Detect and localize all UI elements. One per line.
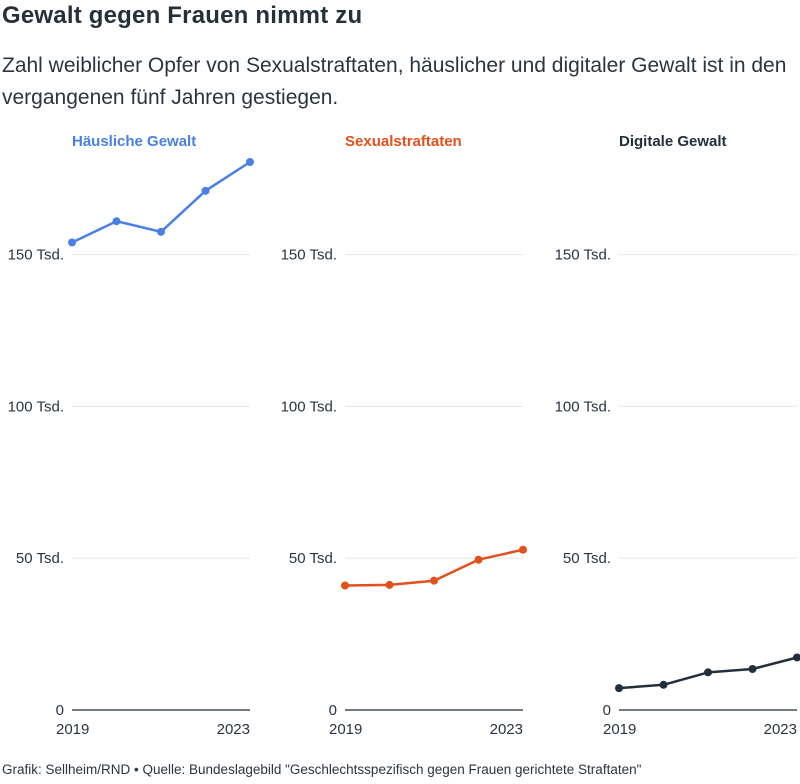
y-tick-label: 50 Tsd.: [16, 550, 64, 567]
panel-title: Sexualstraftaten: [345, 133, 462, 150]
data-point: [659, 680, 668, 689]
data-point: [519, 545, 527, 554]
y-tick-label: 50 Tsd.: [563, 550, 611, 567]
y-tick-label: 100 Tsd.: [555, 398, 611, 415]
data-point: [793, 653, 800, 662]
y-tick-label: 100 Tsd.: [281, 398, 337, 415]
x-tick-label: 2023: [490, 721, 523, 738]
y-tick-label: 0: [603, 702, 611, 719]
x-tick-label: 2023: [764, 721, 797, 738]
data-point: [748, 665, 757, 674]
data-point: [474, 555, 483, 564]
data-point: [385, 580, 394, 589]
y-tick-label: 0: [56, 702, 64, 719]
data-point: [430, 576, 438, 585]
x-tick-label: 2023: [217, 721, 250, 738]
data-point: [615, 684, 623, 693]
data-point: [704, 668, 712, 677]
x-tick-label: 2019: [329, 721, 362, 738]
y-tick-label: 50 Tsd.: [289, 550, 337, 567]
x-tick-label: 2019: [603, 721, 636, 738]
y-tick-label: 150 Tsd.: [281, 247, 337, 264]
source-footer: Grafik: Sellheim/RND • Quelle: Bundeslag…: [2, 762, 642, 777]
data-point: [112, 217, 121, 226]
y-tick-label: 0: [329, 702, 337, 719]
data-point: [201, 186, 210, 195]
y-tick-label: 150 Tsd.: [555, 247, 611, 264]
chart-title: Gewalt gegen Frauen nimmt zu: [2, 2, 363, 29]
data-point: [68, 238, 76, 247]
y-tick-label: 100 Tsd.: [8, 398, 64, 415]
x-tick-label: 2019: [56, 721, 89, 738]
data-point: [341, 581, 349, 590]
panel-title: Digitale Gewalt: [619, 133, 727, 150]
panel-title: Häusliche Gewalt: [72, 133, 196, 150]
data-point: [157, 227, 165, 236]
chart-subtitle: Zahl weiblicher Opfer von Sexualstraftat…: [2, 54, 787, 109]
small-multiples-chart: Häusliche Gewalt 0 50 Tsd. 100 Tsd. 150 Tsd.…: [8, 133, 800, 738]
data-point: [246, 158, 254, 166]
y-tick-label: 150 Tsd.: [8, 247, 64, 264]
